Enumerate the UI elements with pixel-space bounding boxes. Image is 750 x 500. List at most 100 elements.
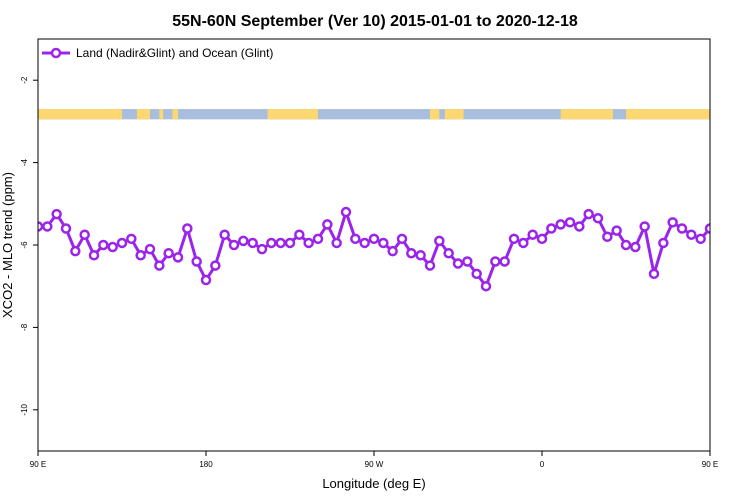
x-tick-label: 90 E	[30, 460, 46, 469]
data-point	[583, 208, 594, 220]
land-segment-0	[38, 109, 122, 120]
data-point	[340, 206, 352, 218]
data-point	[686, 229, 697, 240]
data-point	[378, 237, 389, 249]
x-axis-label: Longitude (deg E)	[322, 476, 425, 491]
data-point	[88, 250, 100, 261]
y-axis: -2 -4 -6 -8 -10	[20, 76, 38, 416]
data-point	[163, 247, 174, 259]
y-tick-label: -4	[20, 158, 29, 166]
data-point	[424, 260, 436, 271]
data-point	[639, 221, 650, 232]
x-tick-label: 90 E	[702, 460, 718, 469]
data-point	[658, 237, 669, 249]
data-point	[38, 221, 44, 232]
data-point	[228, 239, 240, 251]
x-axis: 90 E 180 90 W 0 90 E	[30, 451, 718, 469]
land-segment-7	[560, 109, 613, 120]
data-point	[284, 237, 296, 249]
legend-point-marker	[50, 47, 62, 59]
data-point	[743, 247, 750, 255]
data-point	[126, 233, 137, 245]
chart-title: 55N-60N September (Ver 10) 2015-01-01 to…	[172, 13, 578, 30]
x-tick-label: 0	[540, 460, 545, 469]
data-point	[490, 256, 501, 267]
land-segment-4	[267, 109, 318, 120]
data-point	[256, 243, 268, 255]
data-point	[266, 237, 277, 249]
data-point	[219, 229, 230, 240]
land-segment-9	[744, 109, 750, 119]
data-point	[238, 235, 249, 247]
data-point	[592, 212, 604, 224]
land-ocean-mask	[38, 109, 750, 120]
data-point	[60, 223, 72, 234]
data-point	[312, 233, 324, 245]
ocean-band	[38, 109, 710, 120]
data-point	[350, 233, 361, 245]
data-point	[135, 250, 146, 261]
data-point	[303, 237, 314, 249]
data-point	[443, 247, 454, 259]
data-point	[98, 239, 109, 251]
data-point	[154, 260, 165, 271]
data-point	[648, 268, 660, 280]
data-point	[182, 223, 193, 234]
data-point	[294, 229, 305, 240]
land-segment-5	[430, 109, 440, 120]
data-point	[387, 245, 398, 257]
data-point	[611, 225, 622, 236]
y-tick-label: -8	[20, 323, 29, 331]
data-point	[70, 245, 81, 257]
data-point	[247, 237, 258, 249]
data-point	[620, 239, 632, 251]
data-point	[144, 243, 156, 255]
data-point	[172, 252, 184, 263]
data-point	[630, 241, 641, 253]
data-point	[322, 219, 333, 230]
data-point	[574, 221, 585, 232]
data-point	[602, 231, 613, 243]
y-axis-label: XCO2 - MLO trend (ppm)	[0, 172, 15, 318]
y-tick-label: -2	[20, 76, 29, 84]
data-point	[508, 233, 520, 245]
data-point	[51, 208, 62, 220]
data-point	[471, 268, 482, 280]
data-point	[536, 233, 548, 245]
data-point	[695, 233, 706, 245]
plot-frame	[37, 38, 711, 452]
data-point	[518, 237, 529, 249]
data-point	[546, 223, 557, 234]
legend-label: Land (Nadir&Glint) and Ocean (Glint)	[76, 46, 273, 60]
data-point	[396, 233, 408, 245]
data-point	[527, 229, 538, 240]
data-point	[107, 241, 118, 253]
land-segment-6	[444, 109, 464, 120]
data-point	[452, 258, 464, 269]
data-point	[359, 237, 370, 249]
land-segment-1	[136, 109, 150, 120]
land-segment-2	[159, 109, 164, 120]
legend: Land (Nadir&Glint) and Ocean (Glint)	[42, 46, 273, 60]
data-point	[79, 229, 90, 240]
data-point	[462, 256, 473, 267]
data-point	[200, 274, 212, 286]
data-point	[734, 225, 742, 233]
data-point	[331, 237, 342, 249]
series-group	[38, 206, 750, 292]
data-point	[704, 223, 710, 234]
data-point	[434, 235, 445, 247]
data-point	[275, 237, 286, 249]
y-tick-label: -6	[20, 241, 29, 249]
data-point	[676, 223, 688, 234]
data-point	[42, 221, 53, 232]
data-point	[116, 237, 128, 249]
data-point	[368, 233, 380, 245]
data-point	[191, 256, 202, 267]
land-segment-8	[626, 109, 710, 120]
data-point	[499, 256, 510, 267]
y-tick-label: -10	[20, 403, 29, 415]
data-point	[406, 247, 417, 259]
data-point	[555, 219, 566, 230]
